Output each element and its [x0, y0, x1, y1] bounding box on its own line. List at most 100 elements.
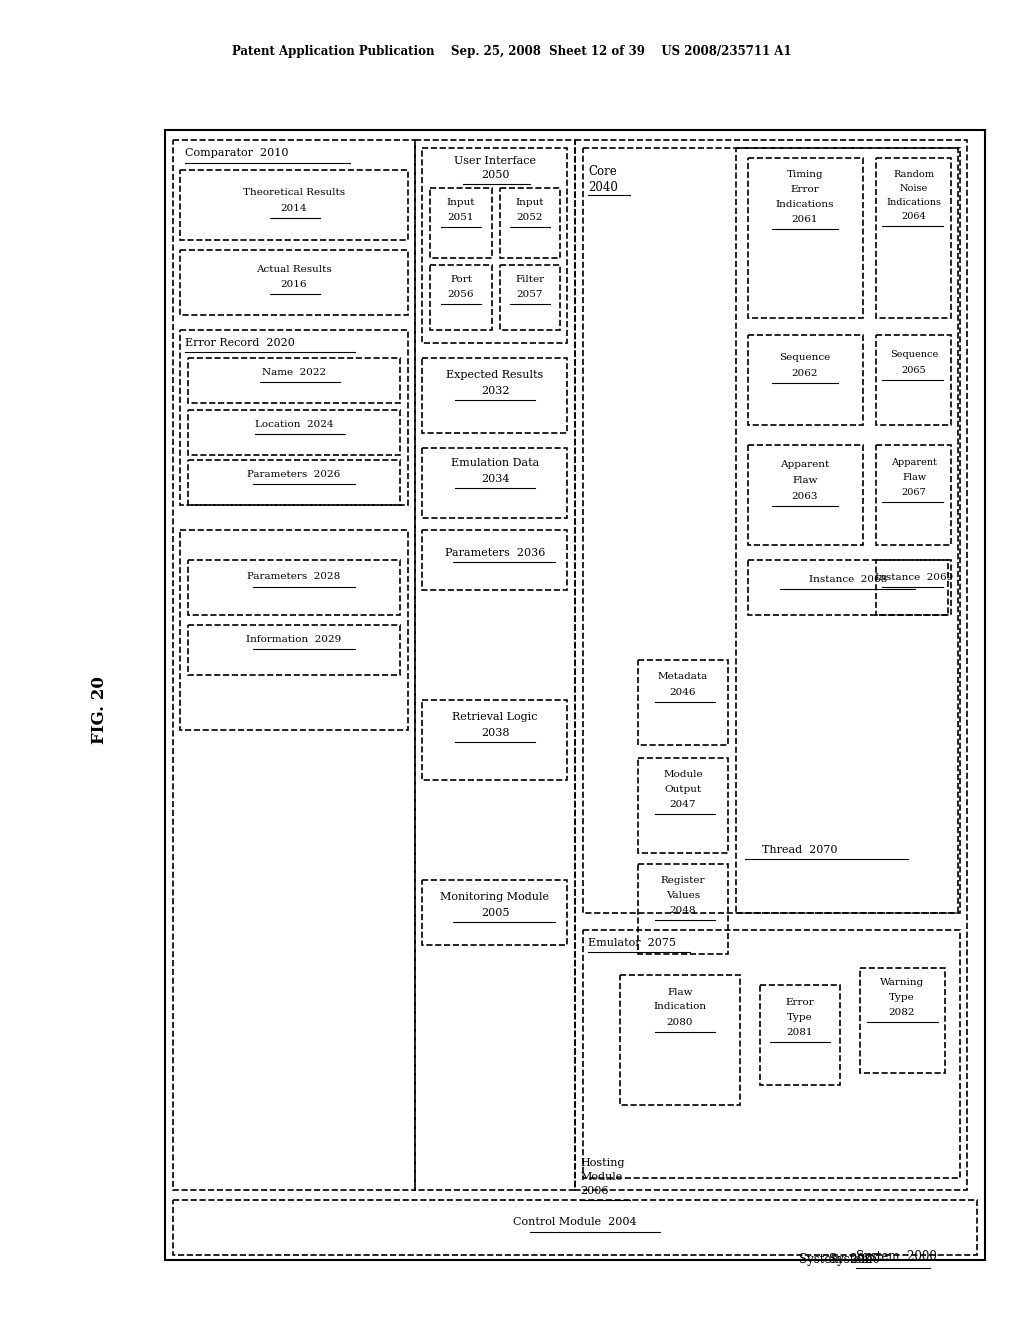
Text: Indication: Indication — [653, 1002, 707, 1011]
Text: Sequence: Sequence — [779, 352, 830, 362]
Text: Control Module  2004: Control Module 2004 — [513, 1217, 637, 1228]
Text: Flaw: Flaw — [902, 473, 926, 482]
Text: FIG. 20: FIG. 20 — [91, 676, 109, 744]
Text: 2061: 2061 — [792, 215, 818, 224]
Text: Instance  2069: Instance 2069 — [874, 573, 953, 582]
Bar — [422, 700, 567, 780]
Text: Expected Results: Expected Results — [446, 370, 544, 380]
Bar — [876, 158, 951, 318]
Text: 2040: 2040 — [588, 181, 617, 194]
Text: Parameters  2036: Parameters 2036 — [444, 548, 545, 558]
Text: Monitoring Module: Monitoring Module — [440, 892, 550, 902]
Bar — [173, 1200, 977, 1255]
Text: Theoretical Results: Theoretical Results — [243, 187, 345, 197]
Bar — [188, 624, 400, 675]
Text: Output: Output — [665, 785, 701, 795]
Text: User Interface: User Interface — [454, 156, 536, 166]
Text: 2067: 2067 — [901, 488, 927, 498]
Text: 2048: 2048 — [670, 906, 696, 915]
Text: Thread  2070: Thread 2070 — [762, 845, 838, 855]
Text: 2082: 2082 — [889, 1008, 915, 1016]
Bar — [583, 148, 961, 913]
Text: Type: Type — [787, 1012, 813, 1022]
Bar — [748, 158, 863, 318]
Text: Sequence: Sequence — [890, 350, 938, 359]
Bar — [422, 358, 567, 433]
Text: 2016: 2016 — [281, 280, 307, 289]
Text: 2047: 2047 — [670, 800, 696, 809]
Text: Input: Input — [446, 198, 475, 207]
Text: 2064: 2064 — [901, 213, 927, 220]
Text: Type: Type — [889, 993, 914, 1002]
Bar — [422, 148, 567, 343]
Bar — [638, 865, 728, 954]
Text: Actual Results: Actual Results — [256, 265, 332, 275]
Bar — [180, 531, 408, 730]
Text: Apparent: Apparent — [891, 458, 937, 467]
Text: Port: Port — [450, 275, 472, 284]
Text: Timing: Timing — [786, 170, 823, 180]
Text: Emulator  2075: Emulator 2075 — [588, 939, 676, 948]
Text: Hosting: Hosting — [580, 1158, 625, 1168]
Bar — [430, 265, 492, 330]
Text: 2050: 2050 — [480, 170, 509, 180]
Bar — [415, 140, 575, 1191]
Bar — [575, 140, 967, 1191]
Bar — [422, 880, 567, 945]
Text: 2006: 2006 — [580, 1185, 608, 1196]
Bar — [748, 335, 863, 425]
Text: Register: Register — [660, 876, 706, 884]
Text: Patent Application Publication    Sep. 25, 2008  Sheet 12 of 39    US 2008/23571: Patent Application Publication Sep. 25, … — [232, 45, 792, 58]
Text: Parameters  2028: Parameters 2028 — [248, 572, 341, 581]
Text: 2046: 2046 — [670, 688, 696, 697]
Text: 2056: 2056 — [447, 290, 474, 300]
Text: System: System — [829, 1253, 880, 1266]
Bar — [422, 531, 567, 590]
Bar — [638, 758, 728, 853]
Text: 2080: 2080 — [667, 1018, 693, 1027]
Text: 2081: 2081 — [786, 1028, 813, 1038]
Bar — [620, 975, 740, 1105]
Bar — [188, 358, 400, 403]
Text: 2014: 2014 — [281, 205, 307, 213]
Text: 2063: 2063 — [792, 492, 818, 502]
Bar — [165, 129, 985, 1261]
Text: System  2000: System 2000 — [799, 1253, 880, 1266]
Bar — [180, 170, 408, 240]
Text: Name  2022: Name 2022 — [262, 368, 326, 378]
Text: 2052: 2052 — [517, 213, 544, 222]
Bar — [760, 985, 840, 1085]
Text: Error Record  2020: Error Record 2020 — [185, 338, 295, 348]
Bar — [422, 447, 567, 517]
Bar — [188, 560, 400, 615]
Text: 2065: 2065 — [902, 366, 927, 375]
Text: Parameters  2026: Parameters 2026 — [248, 470, 341, 479]
Text: Flaw: Flaw — [793, 477, 818, 484]
Bar — [583, 931, 961, 1177]
Text: Instance  2068: Instance 2068 — [809, 576, 887, 583]
Text: Retrieval Logic: Retrieval Logic — [453, 711, 538, 722]
Text: Values: Values — [666, 891, 700, 900]
Text: Core: Core — [588, 165, 616, 178]
Bar — [430, 187, 492, 257]
Bar — [638, 660, 728, 744]
Text: Warning: Warning — [880, 978, 924, 987]
Text: 2034: 2034 — [480, 474, 509, 484]
Bar — [876, 335, 951, 425]
Text: Metadata: Metadata — [657, 672, 709, 681]
Bar — [188, 411, 400, 455]
Text: 2005: 2005 — [480, 908, 509, 917]
Text: Error: Error — [785, 998, 814, 1007]
Text: Apparent: Apparent — [780, 459, 829, 469]
Bar — [876, 445, 951, 545]
Text: 2057: 2057 — [517, 290, 544, 300]
Bar — [860, 968, 945, 1073]
Text: Information  2029: Information 2029 — [247, 635, 342, 644]
Text: Input: Input — [516, 198, 544, 207]
Text: Filter: Filter — [515, 275, 545, 284]
Text: Module: Module — [664, 770, 702, 779]
Text: 2051: 2051 — [447, 213, 474, 222]
Bar — [748, 445, 863, 545]
Text: Emulation Data: Emulation Data — [451, 458, 539, 469]
Text: Indications: Indications — [887, 198, 941, 207]
